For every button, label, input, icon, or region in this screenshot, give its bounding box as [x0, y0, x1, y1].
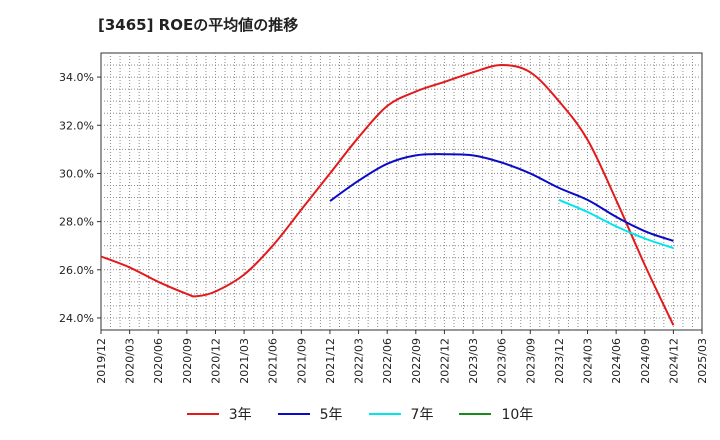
x-tick-label: 2021/03 [238, 338, 251, 384]
x-tick-label: 2020/09 [181, 338, 194, 384]
legend-label: 10年 [501, 407, 534, 423]
series-line-1 [100, 64, 675, 326]
x-tick-label: 2024/06 [610, 338, 623, 384]
legend-swatch [368, 413, 401, 415]
legend-label: 5年 [319, 407, 343, 423]
x-tick-label: 2020/06 [152, 338, 165, 384]
x-tick-label: 2022/12 [438, 338, 451, 384]
series-line-3 [558, 198, 674, 250]
series-line-2 [329, 153, 674, 242]
x-tick-label: 2023/12 [553, 338, 566, 384]
x-tick-label: 2021/12 [324, 338, 337, 384]
y-tick-label: 32.0% [59, 119, 94, 132]
x-tick-label: 2025/03 [696, 338, 709, 384]
y-axis: 24.0% 26.0% 28.0% 30.0% 32.0% 34.0% [59, 71, 101, 325]
x-tick-label: 2024/09 [639, 338, 652, 384]
x-tick-label: 2020/12 [209, 338, 222, 384]
legend-swatch [186, 413, 219, 415]
x-tick-label: 2021/09 [295, 338, 308, 384]
y-tick-label: 28.0% [59, 216, 94, 229]
legend-swatch [459, 413, 492, 415]
legend-swatch [277, 413, 310, 415]
x-tick-label: 2023/09 [524, 338, 537, 384]
series-lines [100, 64, 675, 326]
x-axis: 2019/12 2020/03 2020/06 2020/09 2020/12 2021/… [95, 330, 709, 384]
x-tick-label: 2023/06 [496, 338, 509, 384]
legend-item: 3年 [186, 404, 252, 424]
x-tick-label: 2024/12 [667, 338, 680, 384]
chart-title: [3465] ROEの平均値の推移 [98, 16, 299, 34]
grid-lines [101, 53, 702, 330]
y-tick-label: 26.0% [59, 264, 94, 277]
plot-area [100, 52, 703, 331]
legend-label: 3年 [228, 407, 252, 423]
y-tick-label: 30.0% [59, 167, 94, 180]
y-tick-label: 24.0% [59, 312, 94, 325]
x-tick-label: 2019/12 [95, 338, 108, 384]
x-tick-label: 2024/03 [582, 338, 595, 384]
x-tick-label: 2020/03 [124, 338, 137, 384]
x-tick-label: 2022/09 [410, 338, 423, 384]
x-tick-label: 2023/03 [467, 338, 480, 384]
x-tick-label: 2022/03 [353, 338, 366, 384]
x-tick-label: 2022/06 [381, 338, 394, 384]
legend-item: 10年 [459, 404, 533, 424]
legend-item: 5年 [277, 404, 343, 424]
y-tick-label: 34.0% [59, 71, 94, 84]
legend-label: 7年 [410, 407, 434, 423]
legend: 3年 5年 7年 10年 [0, 402, 720, 426]
x-tick-label: 2021/06 [267, 338, 280, 384]
legend-item: 7年 [368, 404, 434, 424]
